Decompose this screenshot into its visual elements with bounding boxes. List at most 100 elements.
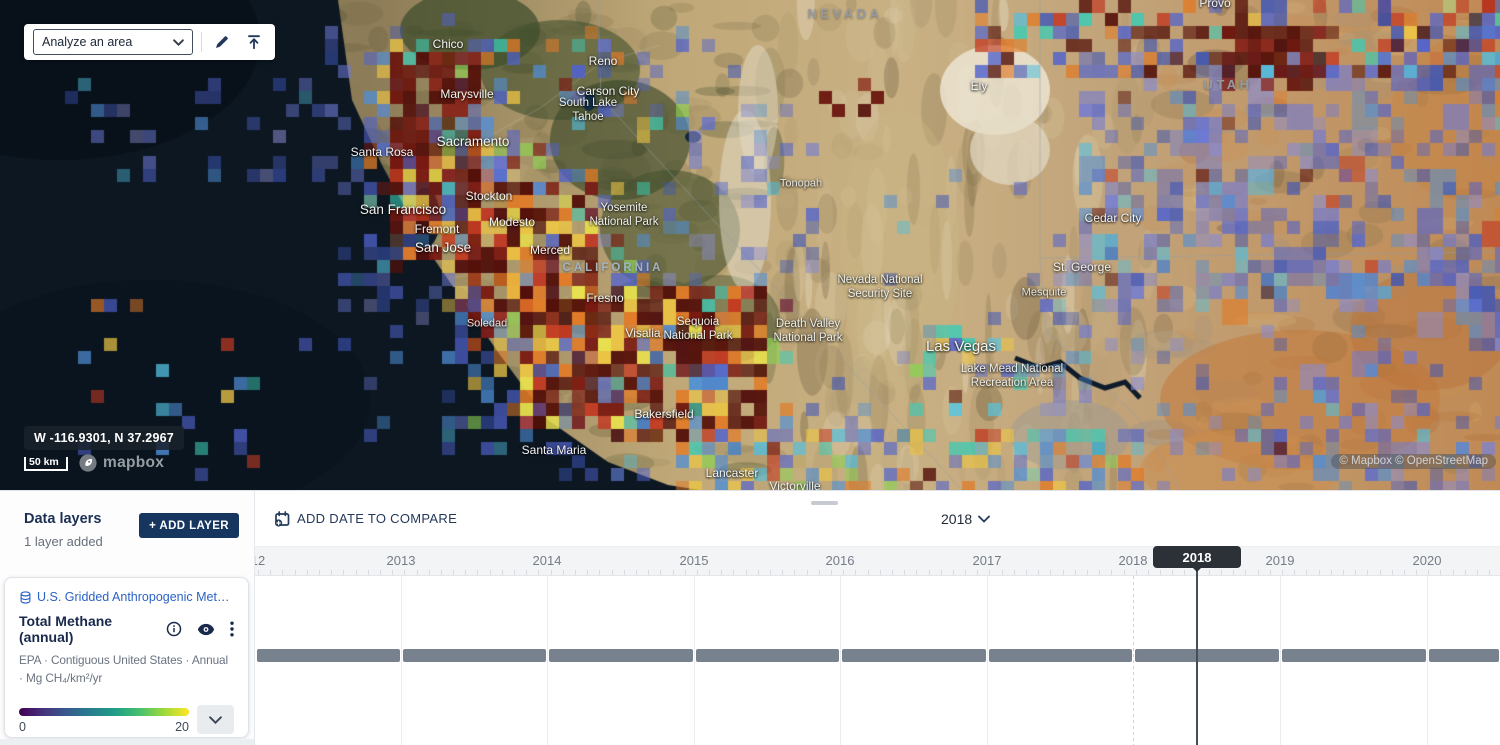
legend-expand-button[interactable] xyxy=(197,705,234,735)
timeline-minor-tick xyxy=(1355,570,1357,575)
timeline-minor-tick xyxy=(733,570,735,575)
timeline-minor-tick xyxy=(1123,570,1125,575)
kebab-menu-icon[interactable] xyxy=(230,621,234,637)
timeline-minor-tick xyxy=(928,570,930,575)
timeline-minor-tick xyxy=(1147,570,1149,575)
timeline-minor-tick xyxy=(770,570,771,575)
timeline-year-select[interactable]: 2018 xyxy=(941,491,991,546)
timeline-year-label: 2014 xyxy=(532,552,562,568)
timeline-minor-tick xyxy=(611,570,613,575)
timeline-minor-tick xyxy=(550,570,552,575)
timeline-minor-tick xyxy=(1477,570,1478,575)
legend-max: 20 xyxy=(175,720,189,735)
timeline-minor-tick xyxy=(331,570,333,575)
timeline-minor-tick xyxy=(574,570,576,575)
timeline-minor-tick xyxy=(952,570,954,575)
timeline-minor-tick xyxy=(1294,570,1296,575)
timeline-data-segment[interactable] xyxy=(548,649,693,662)
draw-area-button[interactable] xyxy=(210,30,234,54)
legend-ramp-block: 0 20 xyxy=(19,705,189,734)
chevron-down-icon xyxy=(209,716,222,724)
selected-date-chip[interactable]: 2018 xyxy=(1153,546,1241,568)
layer-title-row: Total Methane (annual) xyxy=(19,613,234,645)
timeline-gridline xyxy=(694,576,695,745)
timeline-minor-tick xyxy=(392,570,394,575)
timeline-minor-tick xyxy=(428,570,430,575)
timeline-data-segment[interactable] xyxy=(256,649,400,662)
timeline-minor-tick xyxy=(1245,570,1247,575)
timeline-data-segment[interactable] xyxy=(988,649,1132,662)
timeline-minor-tick xyxy=(501,570,503,575)
timeline-minor-tick xyxy=(709,570,710,575)
legend-labels: 0 20 xyxy=(19,720,189,734)
add-date-to-compare-button[interactable]: ADD DATE TO COMPARE xyxy=(268,510,463,528)
add-layer-button[interactable]: + ADD LAYER xyxy=(139,513,239,538)
timeline-year-label: 2016 xyxy=(825,552,855,568)
timeline-data-segment[interactable] xyxy=(1281,649,1426,662)
timeline-minor-tick xyxy=(1050,570,1052,575)
timeline-data-segment[interactable] xyxy=(695,649,839,662)
mapbox-logo[interactable]: mapbox xyxy=(78,453,164,473)
timeline-minor-tick xyxy=(782,570,784,575)
timeline-axis[interactable]: 12 2013 2014 2015 2016 2017 2018 2019 2020 xyxy=(255,546,1500,576)
timeline-minor-tick xyxy=(965,570,966,575)
timeline-minor-tick xyxy=(465,570,467,575)
map-toolbar: Analyze an area xyxy=(24,24,275,60)
timeline-data-segment[interactable] xyxy=(1134,649,1279,662)
timeline-minor-tick xyxy=(489,570,491,575)
mapbox-logo-icon xyxy=(79,454,97,472)
timeline-gridline xyxy=(840,576,841,745)
timeline-header: ADD DATE TO COMPARE 2018 xyxy=(255,491,1500,546)
panel-drag-handle[interactable] xyxy=(811,501,838,505)
timeline-minor-tick xyxy=(282,570,284,575)
timeline-minor-tick xyxy=(1221,570,1222,575)
timeline-minor-tick xyxy=(514,570,515,575)
visibility-eye-icon[interactable] xyxy=(197,623,215,636)
timeline-data-segment[interactable] xyxy=(1428,649,1499,662)
timeline-minor-tick xyxy=(1160,570,1162,575)
timeline-minor-tick xyxy=(977,570,979,575)
timeline-minor-tick xyxy=(343,570,345,575)
analysis-mode-select[interactable]: Analyze an area xyxy=(33,29,193,55)
timeline-gridline xyxy=(547,576,548,745)
timeline-minor-tick xyxy=(1330,570,1332,575)
timeline-minor-tick xyxy=(587,570,589,575)
timeline-year-label: 2019 xyxy=(1265,552,1295,568)
timeline-gridline xyxy=(1427,576,1428,745)
timeline-minor-tick xyxy=(879,570,881,575)
map-attribution[interactable]: © Mapbox © OpenStreetMap xyxy=(1331,454,1496,469)
timeline-data-segment[interactable] xyxy=(841,649,986,662)
layer-actions xyxy=(166,621,234,637)
timeline-gridline xyxy=(401,576,402,745)
timeline-minor-tick xyxy=(757,570,759,575)
legend-min: 0 xyxy=(19,720,26,735)
timeline-minor-tick xyxy=(916,570,918,575)
legend-color-ramp xyxy=(19,708,189,717)
calendar-plus-icon xyxy=(275,510,290,527)
timeline-minor-tick xyxy=(1062,570,1064,575)
timeline-minor-tick xyxy=(672,570,674,575)
timeline-year-label: 12 xyxy=(255,552,266,568)
timeline-minor-tick xyxy=(648,570,650,575)
data-layers-title: Data layers xyxy=(24,511,102,527)
timeline-minor-tick xyxy=(1489,570,1491,575)
bottom-panel: Data layers 1 layer added + ADD LAYER U.… xyxy=(0,490,1500,745)
upload-area-button[interactable] xyxy=(242,30,266,54)
info-icon[interactable] xyxy=(166,621,182,637)
timeline-minor-tick xyxy=(1403,570,1405,575)
pencil-icon xyxy=(216,36,228,48)
timeline-minor-tick xyxy=(1440,570,1442,575)
playhead-line[interactable] xyxy=(1196,568,1198,745)
map-canvas[interactable] xyxy=(0,0,1500,490)
cursor-coordinates-badge: W -116.9301, N 37.2967 xyxy=(24,426,184,450)
timeline-minor-tick xyxy=(806,570,808,575)
timeline-minor-tick xyxy=(904,570,906,575)
dataset-link[interactable]: U.S. Gridded Anthropogenic Methane Emis.… xyxy=(19,590,234,604)
chevron-down-icon xyxy=(978,515,991,523)
timeline-data-segment[interactable] xyxy=(402,649,546,662)
timeline-minor-tick xyxy=(1257,570,1259,575)
timeline-minor-tick xyxy=(270,570,272,575)
layer-meta: EPA · Contiguous United States · Annual … xyxy=(19,653,229,685)
timeline-year-label: 2017 xyxy=(972,552,1002,568)
timeline-minor-tick xyxy=(1099,570,1101,575)
